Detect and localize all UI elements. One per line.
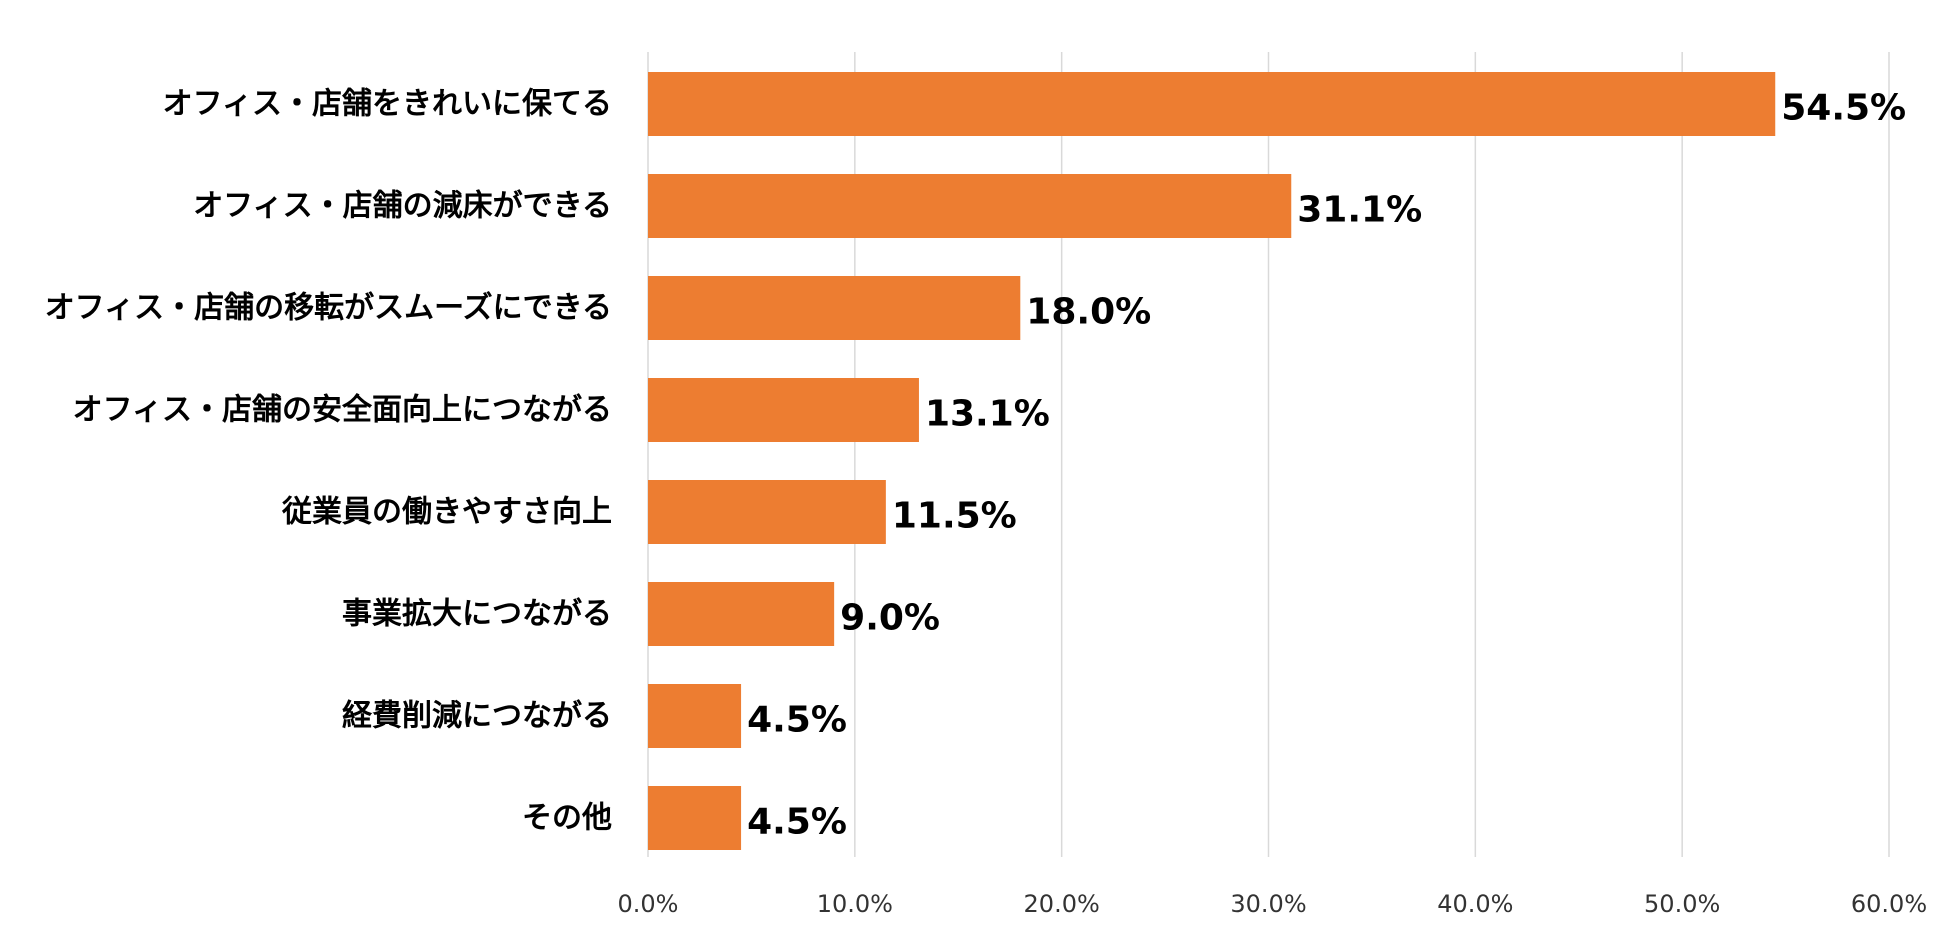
category-label: 経費削減につながる [342, 699, 612, 734]
category-label: オフィス・店舗をきれいに保てる [163, 87, 612, 122]
x-tick-label: 60.0% [1851, 890, 1927, 918]
category-label: オフィス・店舗の移転がスムーズにできる [45, 291, 612, 326]
x-tick-label: 0.0% [618, 890, 679, 918]
bar [648, 276, 1021, 340]
x-axis-tick-labels: 0.0% 10.0% 20.0% 30.0% 40.0% 50.0% 60.0% [618, 890, 1928, 918]
x-tick-label: 20.0% [1024, 890, 1100, 918]
bar [648, 174, 1292, 238]
category-label: 従業員の働きやすさ向上 [281, 495, 612, 530]
value-label: 31.1% [1297, 190, 1422, 231]
x-tick-label: 10.0% [817, 890, 893, 918]
x-tick-label: 50.0% [1644, 890, 1720, 918]
value-label: 4.5% [747, 802, 847, 843]
value-label: 13.1% [925, 394, 1050, 435]
value-label: 4.5% [747, 700, 847, 741]
bar [648, 582, 835, 646]
value-label: 9.0% [840, 598, 940, 639]
x-tick-label: 40.0% [1437, 890, 1513, 918]
bar [648, 72, 1776, 136]
bar [648, 684, 742, 748]
category-label: その他 [522, 801, 612, 836]
category-label: オフィス・店舗の減床ができる [193, 189, 612, 224]
bar [648, 378, 919, 442]
x-tick-label: 30.0% [1230, 890, 1306, 918]
bars: オフィス・店舗をきれいに保てる 54.5% オフィス・店舗の減床ができる 31.1% オ… [45, 72, 1906, 850]
value-label: 18.0% [1026, 292, 1151, 333]
bar [648, 480, 886, 544]
category-label: オフィス・店舗の安全面向上につながる [73, 393, 612, 428]
value-label: 54.5% [1781, 88, 1906, 129]
bar [648, 786, 742, 850]
category-label: 事業拡大につながる [342, 597, 612, 632]
value-label: 11.5% [892, 496, 1017, 537]
